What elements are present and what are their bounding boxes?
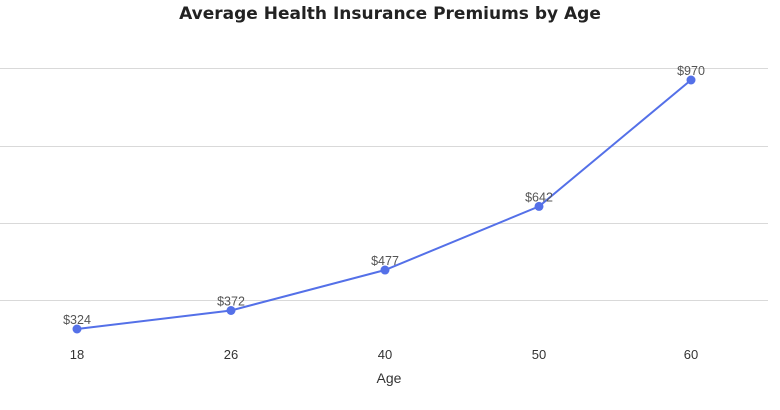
x-tick-label: 26 [224,347,238,362]
x-tick-label: 40 [378,347,392,362]
series-line [76,79,692,330]
data-point[interactable] [226,305,236,315]
data-point[interactable] [686,75,696,85]
data-point[interactable] [72,324,82,334]
gridlines [0,68,768,301]
series-layer: $324 $372 $477 $642 $970 [63,64,705,334]
chart-title: Average Health Insurance Premiums by Age [179,4,601,24]
x-tick-label: 18 [70,347,84,362]
x-axis-label: Age [377,370,402,386]
data-label: $324 [63,313,91,327]
x-axis-ticks: 18 26 40 50 60 [70,347,698,362]
x-tick-label: 60 [684,347,698,362]
data-label: $372 [217,294,245,308]
data-label: $477 [371,254,399,268]
data-point[interactable] [380,265,390,275]
data-point[interactable] [534,201,544,211]
data-label: $970 [677,64,705,78]
data-label: $642 [525,190,553,204]
x-tick-label: 50 [532,347,546,362]
